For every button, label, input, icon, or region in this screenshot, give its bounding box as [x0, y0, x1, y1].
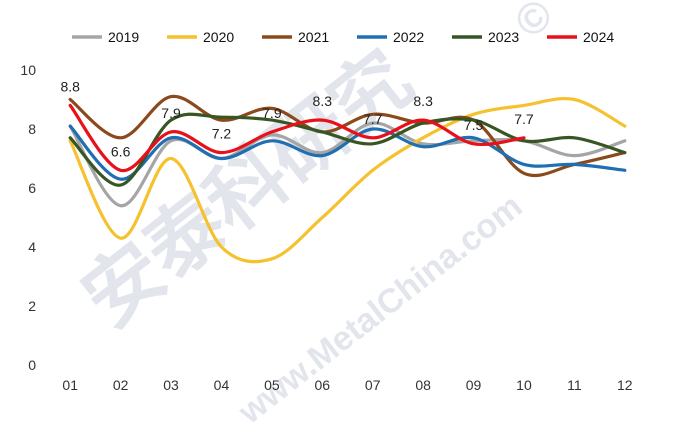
x-tick-label: 03	[163, 377, 179, 393]
x-tick-label: 06	[315, 377, 331, 393]
data-label: 7.7	[514, 111, 534, 127]
x-tick-label: 08	[415, 377, 431, 393]
series-line-2023	[68, 112, 627, 187]
data-label: 6.6	[111, 143, 131, 159]
data-label-layer: 8.8 6.6 7.9 7.2 7.9 8.3 7.7 8.3 7.5 7.7	[60, 78, 533, 159]
x-tick-label: 07	[365, 377, 381, 393]
series-line-2024	[68, 103, 526, 172]
x-tick-label: 10	[516, 377, 532, 393]
y-tick-label: 4	[28, 239, 36, 255]
watermark: 安泰科研究 www.MetalChina.com ©	[66, 0, 561, 432]
legend-label: 2023	[488, 29, 519, 45]
x-tick-label: 11	[567, 377, 582, 393]
x-tick-label: 02	[113, 377, 129, 393]
legend: 2019 2020 2021 2022 2023 2024	[72, 29, 614, 45]
series-layer	[68, 94, 627, 264]
legend-label: 2019	[108, 29, 139, 45]
data-label: 7.5	[464, 117, 484, 133]
y-tick-label: 2	[28, 298, 36, 314]
y-tick-label: 10	[20, 62, 36, 78]
data-label: 7.9	[161, 105, 181, 121]
y-tick-label: 6	[28, 180, 36, 196]
watermark-url: www.MetalChina.com	[231, 187, 530, 432]
series-line-2022	[68, 124, 627, 181]
data-label: 7.2	[212, 126, 232, 142]
data-label: 8.8	[60, 78, 80, 94]
x-tick-label: 05	[264, 377, 280, 393]
legend-label: 2020	[203, 29, 234, 45]
legend-label: 2021	[298, 29, 329, 45]
legend-label: 2022	[393, 29, 424, 45]
data-label: 8.3	[413, 93, 433, 109]
x-tick-label: 09	[466, 377, 482, 393]
series-line-2020	[68, 97, 627, 264]
x-tick-label: 12	[617, 377, 633, 393]
data-label: 7.9	[262, 105, 282, 121]
x-tick-label: 04	[214, 377, 230, 393]
data-label: 8.3	[313, 93, 333, 109]
legend-label: 2024	[583, 29, 614, 45]
series-line-2021	[68, 94, 627, 178]
y-axis: 0 2 4 6 8 10	[20, 62, 36, 373]
x-axis: 01 02 03 04 05 06 07 08 09 10 11 12	[62, 377, 632, 393]
y-tick-label: 8	[28, 121, 36, 137]
x-tick-label: 01	[62, 377, 78, 393]
data-label: 7.7	[363, 111, 383, 127]
y-tick-label: 0	[28, 357, 36, 373]
